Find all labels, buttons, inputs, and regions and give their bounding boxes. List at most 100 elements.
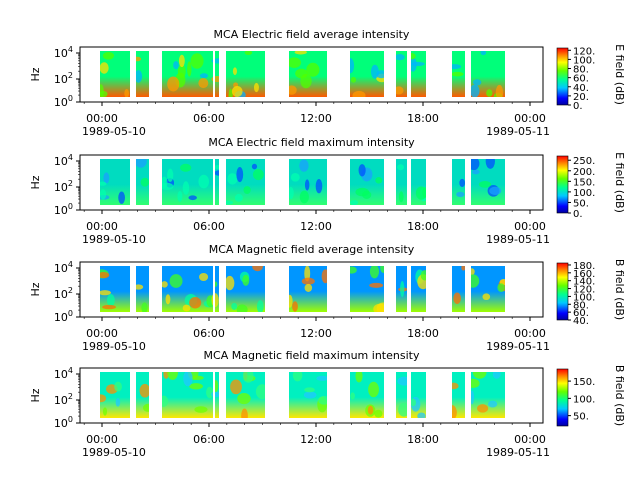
colorbar-tick-label: 120. [573,285,595,296]
data-blotch [301,277,315,285]
x-tick-label: 00:00 [86,112,118,125]
data-blotch [100,394,107,403]
data-blotch [355,372,363,383]
panel-2: MCA Electric field maximum intensity 104 1… [29,136,626,246]
data-blotch [100,290,111,296]
colorbar-label: E field (dB) [613,44,626,105]
data-blotch [472,79,482,86]
data-blotch [183,372,193,387]
data-blotch [362,190,372,199]
x-tick-label: 18:00 [407,220,439,233]
data-block [215,266,219,312]
data-blotch [255,384,269,400]
data-blotch [350,392,356,400]
x-tick-label: 06:00 [193,220,225,233]
data-blotch [299,159,309,172]
data-blotch [134,70,143,83]
y-tick-label: 104 [54,45,73,60]
colorbar-tick-label: 20. [573,92,589,103]
data-blotch [227,173,238,185]
data-blotch [241,408,248,418]
data-blotch [194,406,208,413]
data-blotch [213,380,219,393]
data-blotch [376,302,390,312]
data-blotch [495,84,504,97]
data-blotch [139,383,151,398]
data-blotch [236,166,244,183]
data-blotch [380,266,387,273]
data-blotch [290,172,300,182]
data-blotch [231,85,243,97]
data-blotch [447,405,457,418]
colorbar [556,368,569,427]
data-blotch [198,78,209,89]
data-blotch [394,54,405,61]
colorbar-tick-label: 100. [573,188,595,199]
data-blotch [477,404,489,413]
x-date-start: 1989-05-10 [82,340,146,353]
data-blotch [411,61,425,66]
x-tick-label: 00:00 [514,220,546,233]
colorbar-tick-label: 140. [573,277,595,288]
x-tick-label: 06:00 [193,112,225,125]
y-tick-label: 104 [54,153,73,168]
y-tick-label: 102 [54,392,73,407]
data-blotch [198,174,210,189]
data-blotch [456,191,465,198]
data-blotch [182,304,191,312]
data-blotch [158,395,169,407]
data-blotch [292,372,303,382]
colorbar-tick-label: 80. [573,65,589,76]
colorbar-tick-label: 100. [573,292,595,303]
x-tick-label: 12:00 [300,112,332,125]
data-blotch [400,281,405,297]
data-blotch [453,292,461,304]
colorbar-tick-label: 160. [573,269,595,280]
data-blotch [374,409,383,418]
x-date-start: 1989-05-10 [82,233,146,246]
data-blotch [286,85,297,95]
data-blotch [100,62,109,74]
data-blotch [160,182,174,191]
data-blotch [187,61,192,77]
x-tick-label: 06:00 [193,433,225,446]
colorbar [556,262,569,321]
data-blotch [358,164,366,177]
data-blotch [304,283,313,292]
data-blotch [124,88,130,97]
data-blotch [368,381,379,398]
data-blotch [306,62,320,77]
data-blotch [350,76,357,83]
data-blotch [370,64,379,79]
data-blotch [350,200,359,205]
data-blotch [318,395,331,405]
y-tick-label: 100 [54,202,73,217]
panel-title: MCA Electric field average intensity [214,28,410,41]
data-blotch [211,293,219,308]
colorbar-tick-label: 40. [573,316,589,327]
y-tick-label: 102 [54,71,73,86]
panel-title: MCA Magnetic field maximum intensity [204,349,420,362]
panel-title: MCA Electric field maximum intensity [208,136,415,149]
x-date-end: 1989-05-11 [486,446,550,459]
spectrogram [100,159,505,205]
colorbar-label: B field (dB) [613,259,626,320]
x-date-end: 1989-05-11 [486,340,550,353]
data-block [396,372,407,418]
colorbar-tick-label: 180. [573,261,595,272]
data-blotch [244,51,253,56]
y-axis-label: Hz [29,282,42,296]
data-blotch [237,392,251,405]
data-blotch [292,301,298,312]
data-blotch [394,86,404,95]
panel-3: MCA Magnetic field average intensity 104 1… [29,243,626,353]
data-blotch [106,293,115,307]
colorbar-tick-label: 0. [573,209,583,220]
data-blotch [369,266,380,279]
data-blotch [299,190,309,204]
axes-frame [79,261,544,318]
data-blotch [190,53,204,69]
colorbar-tick-label: 100. [573,55,595,66]
x-date-start: 1989-05-10 [82,125,146,138]
